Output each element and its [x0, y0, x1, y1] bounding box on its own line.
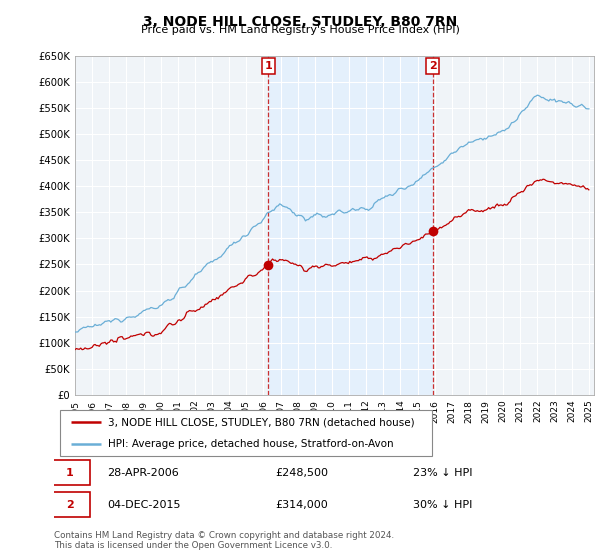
Text: 1: 1 [66, 468, 74, 478]
Text: £314,000: £314,000 [276, 500, 329, 510]
Text: Price paid vs. HM Land Registry's House Price Index (HPI): Price paid vs. HM Land Registry's House … [140, 25, 460, 35]
FancyBboxPatch shape [60, 410, 432, 456]
Text: 2: 2 [429, 61, 437, 71]
Text: 28-APR-2006: 28-APR-2006 [107, 468, 179, 478]
Text: 23% ↓ HPI: 23% ↓ HPI [413, 468, 473, 478]
Text: 04-DEC-2015: 04-DEC-2015 [107, 500, 181, 510]
Text: HPI: Average price, detached house, Stratford-on-Avon: HPI: Average price, detached house, Stra… [109, 439, 394, 449]
Bar [269, 56, 433, 395]
FancyBboxPatch shape [49, 460, 91, 485]
Text: £248,500: £248,500 [276, 468, 329, 478]
Text: 1: 1 [265, 61, 272, 71]
Text: 30% ↓ HPI: 30% ↓ HPI [413, 500, 472, 510]
Text: 3, NODE HILL CLOSE, STUDLEY, B80 7RN: 3, NODE HILL CLOSE, STUDLEY, B80 7RN [143, 15, 457, 29]
Text: 3, NODE HILL CLOSE, STUDLEY, B80 7RN (detached house): 3, NODE HILL CLOSE, STUDLEY, B80 7RN (de… [109, 417, 415, 427]
Text: Contains HM Land Registry data © Crown copyright and database right 2024.
This d: Contains HM Land Registry data © Crown c… [54, 531, 394, 550]
Text: 2: 2 [66, 500, 74, 510]
FancyBboxPatch shape [49, 492, 91, 517]
